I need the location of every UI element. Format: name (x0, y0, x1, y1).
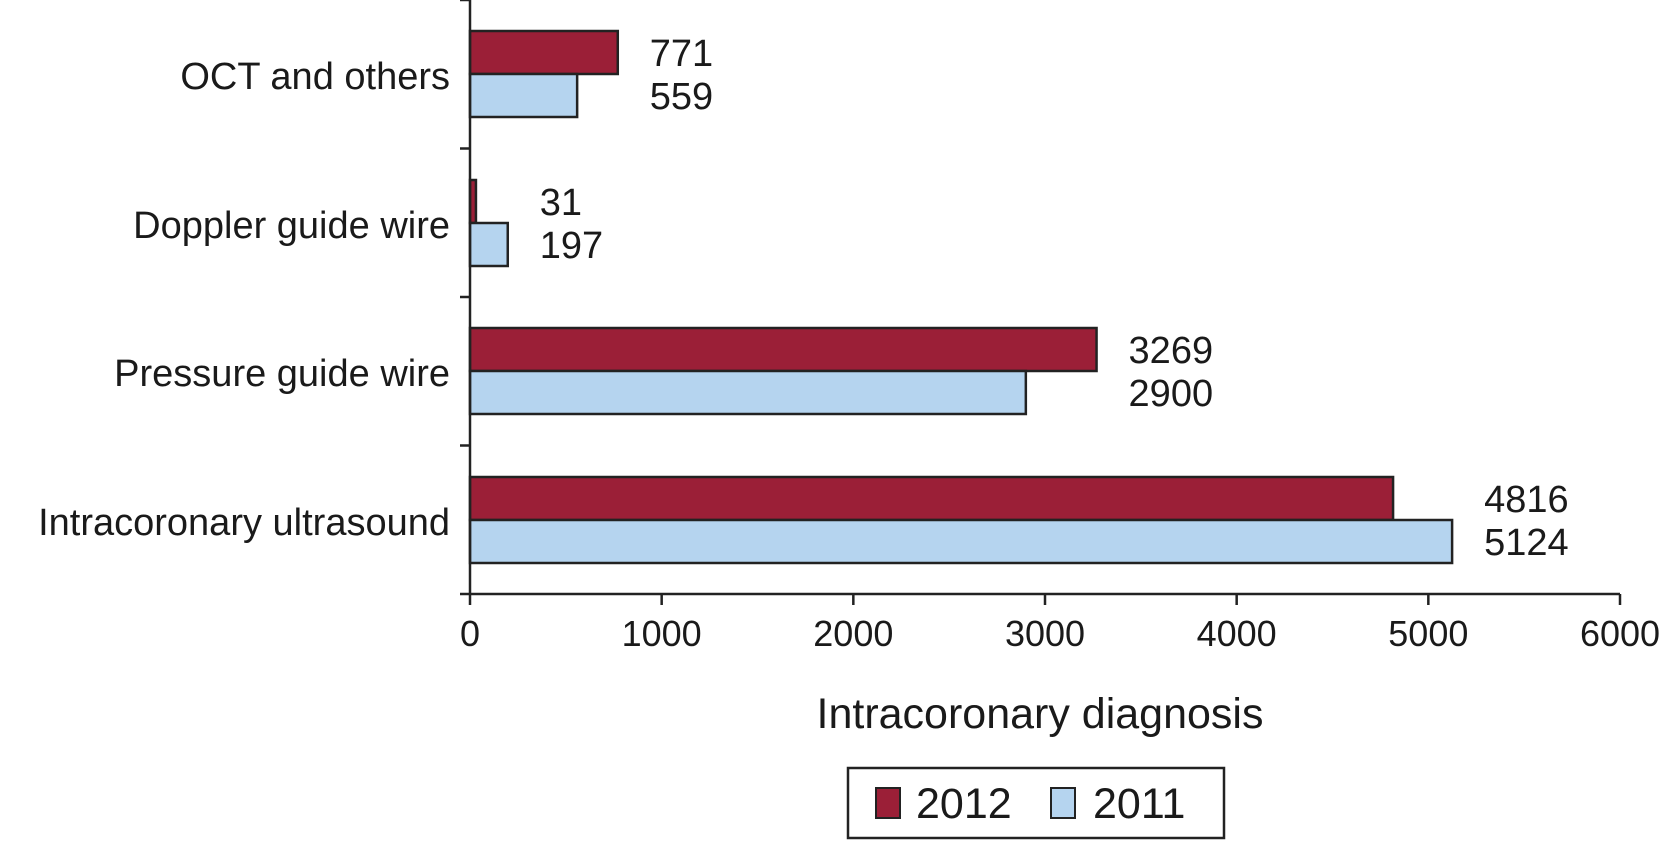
bar-2011 (468, 369, 1028, 416)
x-tick-label: 2000 (813, 613, 893, 654)
x-tick-label: 0 (460, 613, 480, 654)
category-label: OCT and others (180, 56, 450, 98)
bar-2012 (468, 29, 620, 76)
x-tick-label: 5000 (1388, 613, 1468, 654)
category-labels-layer: OCT and others Doppler guide wire Pressure… (38, 56, 450, 544)
x-axis-title: Intracoronary diagnosis (817, 690, 1264, 738)
category-label: Intracoronary ultrasound (38, 502, 450, 544)
category-label: Pressure guide wire (114, 353, 450, 395)
bar-2012 (468, 475, 1395, 522)
data-label: 5124 (1484, 522, 1569, 564)
data-label: 559 (650, 76, 713, 118)
x-tick-label: 6000 (1580, 613, 1660, 654)
legend-box (846, 766, 1226, 840)
bar-2011 (468, 221, 510, 268)
axes-layer: 0 1000 2000 3000 4000 5000 6000 (460, 0, 1660, 654)
data-label: 2900 (1129, 373, 1214, 415)
data-label: 3269 (1129, 330, 1214, 372)
legend-swatch-2011 (1050, 787, 1076, 819)
data-label: 31 (540, 182, 582, 224)
legend: 2012 2011 (846, 766, 1226, 840)
data-label: 4816 (1484, 479, 1569, 521)
bar-2011 (468, 518, 1454, 565)
x-tick-label: 3000 (1005, 613, 1085, 654)
x-tick-label: 1000 (622, 613, 702, 654)
bars-layer (468, 29, 1454, 565)
bar-2011 (468, 72, 579, 119)
data-label: 197 (540, 225, 603, 267)
legend-swatch-2012 (875, 787, 901, 819)
legend-label-2012: 2012 (916, 780, 1012, 828)
category-label: Doppler guide wire (133, 205, 450, 247)
legend-label-2011: 2011 (1093, 780, 1185, 828)
data-label: 771 (650, 33, 713, 75)
x-tick-label: 4000 (1197, 613, 1277, 654)
bar-2012 (468, 326, 1098, 373)
